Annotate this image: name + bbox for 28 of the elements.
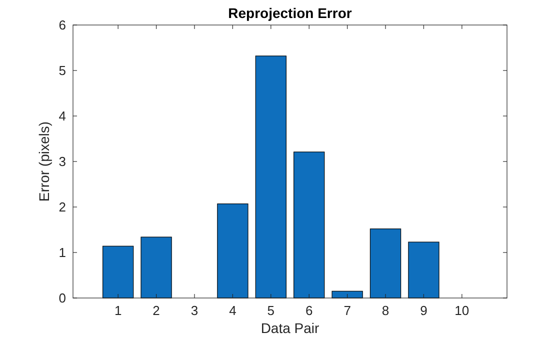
y-tick-label: 6 bbox=[58, 18, 66, 33]
x-axis-title: Data Pair bbox=[260, 320, 320, 336]
bar bbox=[255, 56, 286, 298]
y-tick-label: 2 bbox=[58, 200, 66, 215]
x-tick-label: 1 bbox=[114, 303, 122, 318]
y-tick-label: 0 bbox=[58, 290, 66, 306]
bar bbox=[140, 236, 172, 298]
y-tick-label: 5 bbox=[58, 63, 66, 78]
y-tick-label: 3 bbox=[58, 154, 66, 170]
x-tick-label: 5 bbox=[267, 303, 275, 318]
x-tick-label: 10 bbox=[454, 303, 470, 318]
x-tick-label: 4 bbox=[229, 303, 236, 318]
bar bbox=[294, 152, 325, 298]
y-tick-label: 1 bbox=[58, 245, 66, 260]
x-tick-label: 8 bbox=[382, 303, 390, 318]
x-tick-label: 6 bbox=[305, 303, 313, 318]
chart-title: Reprojection Error bbox=[228, 5, 352, 21]
bar bbox=[332, 290, 363, 298]
x-tick-label: 2 bbox=[152, 303, 160, 318]
y-tick-label: 4 bbox=[58, 108, 66, 124]
bar bbox=[102, 246, 134, 298]
bar bbox=[370, 228, 402, 298]
y-axis-title: Error (pixels) bbox=[36, 121, 52, 202]
x-tick-label: 3 bbox=[190, 303, 198, 318]
x-tick-label: 7 bbox=[344, 303, 351, 318]
x-tick-label: 9 bbox=[420, 303, 428, 318]
bar bbox=[217, 204, 248, 298]
bar bbox=[408, 242, 440, 298]
